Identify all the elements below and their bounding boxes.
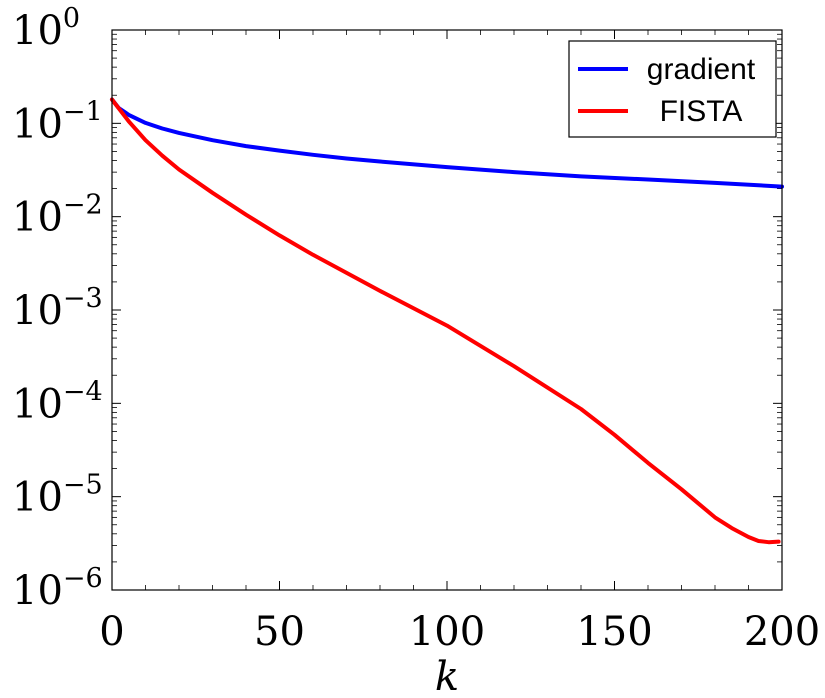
y-tick-label: 10−6: [12, 563, 103, 614]
legend: gradient FISTA: [568, 40, 777, 138]
y-tick-label: 10−1: [12, 96, 103, 147]
y-tick-label: 10−5: [12, 470, 103, 521]
series-layer: [110, 97, 784, 545]
x-axis-label: k: [435, 654, 459, 698]
x-tick-label: 50: [254, 609, 305, 655]
y-tick-label: 10−3: [12, 283, 103, 334]
x-tick-label: 0: [99, 609, 124, 655]
legend-box: [568, 40, 777, 138]
x-axis-ticks: 0 50 100 150 200: [99, 30, 820, 655]
legend-label-gradient: gradient: [647, 53, 756, 86]
x-tick-label: 100: [409, 609, 485, 655]
x-tick-label: 150: [576, 609, 652, 655]
minor-ticks: [112, 30, 782, 590]
series-line-gradient: [110, 97, 784, 189]
series-line-fista: [110, 97, 781, 545]
y-tick-label: 100: [12, 3, 80, 54]
legend-label-fista: FISTA: [660, 95, 743, 128]
x-tick-label: 200: [744, 609, 820, 655]
y-tick-label: 10−2: [12, 190, 103, 241]
y-tick-label: 10−4: [12, 376, 103, 427]
y-axis-ticks: 10−6 10−5 10−4 10−3 10−2 10−1 100: [12, 3, 782, 614]
